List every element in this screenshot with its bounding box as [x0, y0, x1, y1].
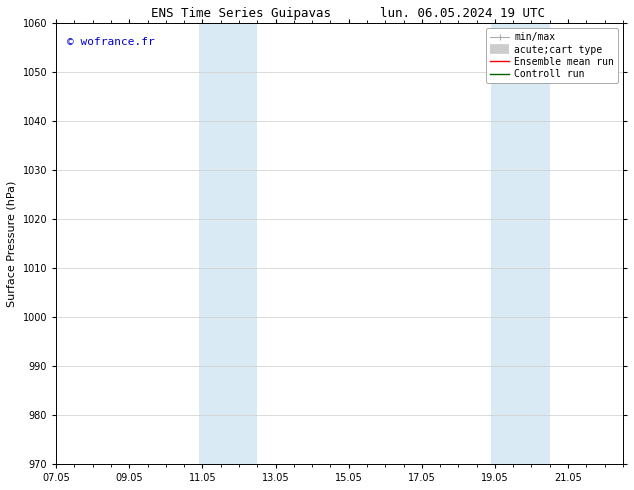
- Text: © wofrance.fr: © wofrance.fr: [67, 37, 155, 47]
- Bar: [198, 24, 257, 464]
- Y-axis label: Surface Pressure (hPa): Surface Pressure (hPa): [7, 180, 17, 307]
- Legend: min/max, acute;cart type, Ensemble mean run, Controll run: min/max, acute;cart type, Ensemble mean …: [486, 28, 618, 83]
- Text: ENS Time Series Guipavas: ENS Time Series Guipavas: [151, 7, 331, 21]
- Text: lun. 06.05.2024 19 UTC: lun. 06.05.2024 19 UTC: [380, 7, 545, 21]
- Bar: [491, 24, 550, 464]
